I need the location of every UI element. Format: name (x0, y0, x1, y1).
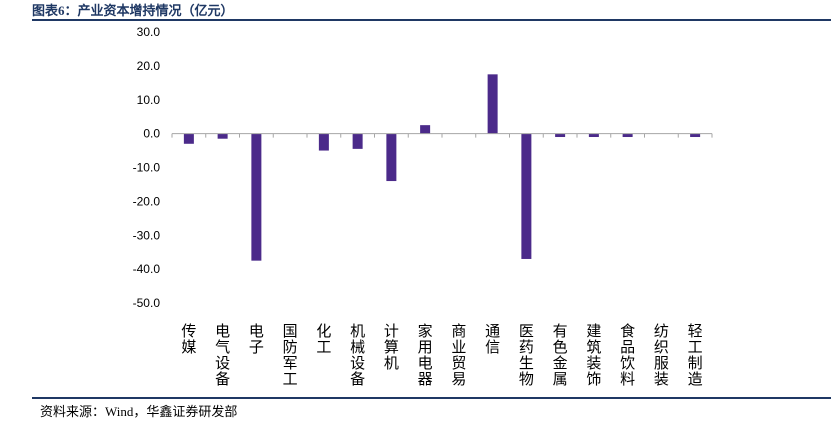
y-tick-label: 20.0 (137, 59, 161, 73)
y-tick-label: -20.0 (133, 194, 161, 208)
bar (555, 133, 566, 138)
category-label: 传媒 (181, 322, 196, 356)
category-label: 家用电器 (418, 322, 433, 388)
category-label: 医药生物 (519, 322, 534, 388)
y-tick-label: -50.0 (133, 296, 161, 310)
category-label: 食品饮料 (620, 322, 635, 388)
category-label: 有色金属 (553, 322, 568, 388)
bar (521, 133, 532, 259)
title-divider (32, 19, 831, 21)
y-tick-label: 30.0 (137, 25, 161, 39)
category-label: 电气设备 (215, 322, 230, 388)
category-label: 通信 (485, 322, 500, 356)
footer-divider (32, 397, 831, 399)
bar (352, 133, 363, 149)
x-axis (171, 133, 713, 138)
category-label: 商业贸易 (451, 322, 466, 388)
bars (183, 74, 701, 261)
bar-chart: 30.0 20.0 10.0 0.0 -10.0 -20.0 -30.0 -40.0 -50.0… (133, 25, 713, 388)
bar (622, 133, 633, 138)
bar (588, 133, 599, 138)
category-label: 纺织服装 (654, 322, 669, 388)
bar (318, 133, 329, 151)
chart-title: 图表6：产业资本增持情况（亿元） (32, 3, 234, 18)
category-labels: 传媒 电气设备 电子 国防军工 化工 机械设备 计算机 家用电器 商业贸易 通信 医药生物 有色金属 建… (181, 322, 702, 388)
y-tick-label: 10.0 (137, 93, 161, 107)
y-axis: 30.0 20.0 10.0 0.0 -10.0 -20.0 -30.0 -40.0 -50.0 (133, 25, 161, 310)
bar (690, 133, 701, 138)
source-note: 资料来源：Wind，华鑫证券研发部 (40, 404, 238, 419)
category-label: 建筑装饰 (586, 322, 601, 388)
y-tick-label: -40.0 (133, 262, 161, 276)
bar (183, 133, 194, 144)
category-label: 计算机 (384, 322, 399, 372)
bar (420, 125, 431, 134)
bar (217, 133, 228, 139)
category-label: 国防军工 (283, 322, 298, 388)
y-tick-label: 0.0 (143, 127, 160, 141)
bar (487, 74, 498, 134)
bar (386, 133, 397, 182)
category-label: 电子 (249, 322, 264, 356)
category-label: 轻工制造 (688, 322, 703, 388)
y-tick-label: -10.0 (133, 161, 161, 175)
y-tick-label: -30.0 (133, 228, 161, 242)
category-label: 化工 (316, 322, 331, 356)
bar (251, 133, 262, 261)
category-label: 机械设备 (350, 322, 365, 388)
